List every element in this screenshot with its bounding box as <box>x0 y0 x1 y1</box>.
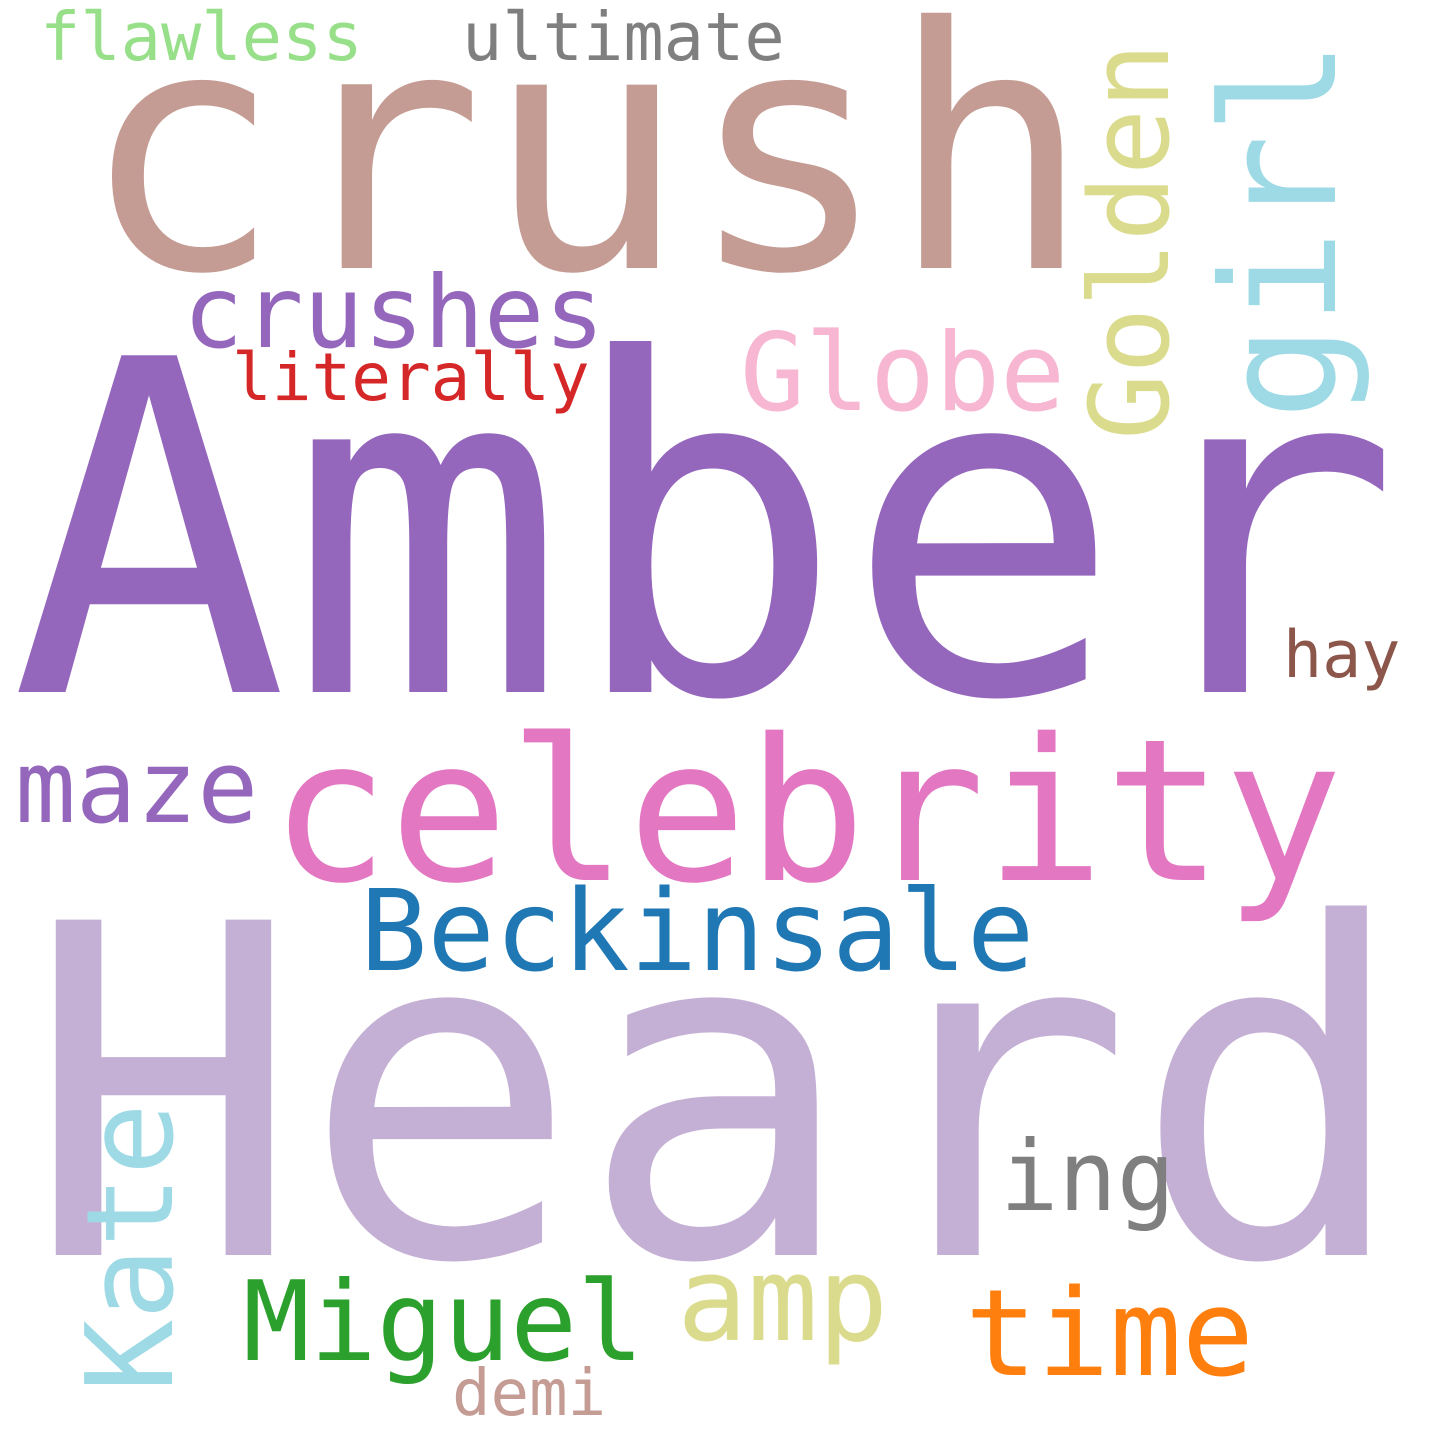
word: hay <box>1283 618 1400 693</box>
word: literally <box>232 339 590 416</box>
word: Amber <box>10 263 1401 801</box>
word: Miguel <box>243 1258 644 1387</box>
word: maze <box>15 728 258 846</box>
word: Kate <box>62 1103 201 1392</box>
word: time <box>965 1265 1254 1404</box>
word: demi <box>452 1357 606 1431</box>
word: amp <box>677 1231 888 1368</box>
word: crush <box>80 0 1091 348</box>
word: celebrity <box>270 696 1343 927</box>
word: Heard <box>25 829 1410 1364</box>
word: Golden <box>1066 43 1194 440</box>
word: ultimate <box>462 0 785 76</box>
word: Globe <box>740 311 1065 436</box>
word: ing <box>1000 1120 1175 1233</box>
word: girl <box>1189 40 1373 421</box>
word: Beckinsale <box>360 867 1034 997</box>
word: crushes <box>183 254 604 371</box>
word: flawless <box>40 0 363 76</box>
